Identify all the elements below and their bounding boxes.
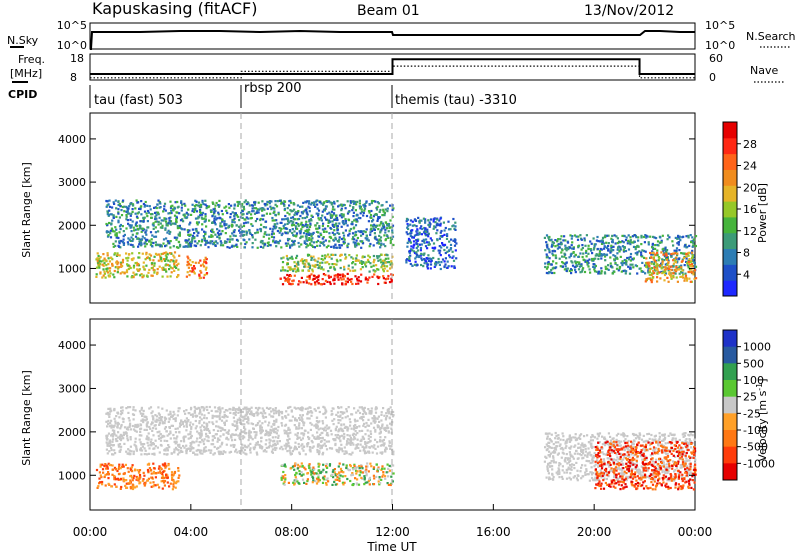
colorbar-swatch xyxy=(723,137,737,155)
colorbar-tick: -100 xyxy=(743,424,768,437)
colorbar-tick: -25 xyxy=(743,407,761,420)
nave-tick-bottom: 0 xyxy=(709,71,716,84)
colorbar-swatch xyxy=(723,363,737,381)
freq-tick-top: 18 xyxy=(70,52,84,65)
xtick-label: 20:00 xyxy=(577,525,612,539)
nsky-left-tick-bottom: 10^0 xyxy=(57,39,87,52)
colorbar-tick: 20 xyxy=(743,181,757,194)
colorbar-swatch xyxy=(723,122,737,139)
colorbar-swatch xyxy=(723,430,737,448)
power-scatter xyxy=(95,199,698,286)
nsky-right-tick-bottom: 10^0 xyxy=(705,39,735,52)
nsky-label: N.Sky xyxy=(7,34,39,47)
ytick-label: 4000 xyxy=(58,133,86,146)
xtick-label: 00:00 xyxy=(678,525,713,539)
colorbar-swatch xyxy=(723,330,737,348)
velocity-colorbar-label: Velocity [m s-1] xyxy=(755,378,770,461)
colorbar-tick: 25 xyxy=(743,391,757,404)
colorbar-tick: 16 xyxy=(743,203,757,216)
colorbar-tick: -1000 xyxy=(743,457,775,470)
colorbar-swatch xyxy=(723,346,737,364)
station-title: Kapuskasing (fitACF) xyxy=(92,0,257,18)
colorbar-swatch xyxy=(723,396,737,414)
freq-trace xyxy=(90,58,695,76)
beam-title: Beam 01 xyxy=(357,3,420,19)
velocity-panel: Slant Range [km] 1000 2000 3000 4000 00:00 0… xyxy=(20,318,775,554)
velocity-ylabel: Slant Range [km] xyxy=(20,370,33,466)
velocity-scatter xyxy=(95,405,697,491)
colorbar-tick: 8 xyxy=(743,247,750,260)
xtick-label: 12:00 xyxy=(375,525,410,539)
colorbar-tick: 100 xyxy=(743,374,764,387)
cpid-label: CPID xyxy=(8,88,37,101)
colorbar-tick: 12 xyxy=(743,225,757,238)
colorbar-swatch xyxy=(723,380,737,398)
power-panel: Slant Range [km] 1000 2000 3000 4000 4 8 12 16… xyxy=(20,112,769,304)
colorbar-tick: 4 xyxy=(743,268,750,281)
freq-label-line1: Freq. xyxy=(18,53,45,66)
power-ylabel: Slant Range [km] xyxy=(20,162,33,258)
xtick-label: 00:00 xyxy=(73,525,108,539)
nave-trace xyxy=(90,65,695,79)
nsky-panel: N.Sky 10^5 10^0 10^5 10^0 N.Search xyxy=(7,19,796,52)
colorbar-tick: 500 xyxy=(743,357,764,370)
cpid-segment-3: themis (tau) -3310 xyxy=(395,93,517,108)
velocity-colorbar: 1000 500 100 25 -25 -100 -500 -1000 xyxy=(722,329,775,481)
colorbar-tick: -500 xyxy=(743,441,768,454)
colorbar-swatch xyxy=(723,185,737,202)
xtick-label: 04:00 xyxy=(174,525,209,539)
ytick-label: 2000 xyxy=(58,426,86,439)
freq-label-line2: [MHz] xyxy=(10,67,42,80)
ytick-label: 3000 xyxy=(58,176,86,189)
power-colorbar: 4 8 12 16 20 24 28 xyxy=(722,121,757,297)
date-title: 13/Nov/2012 xyxy=(584,3,674,19)
colorbar-tick: 24 xyxy=(743,160,757,173)
cpid-panel: CPID tau (fast) 503 rbsp 200 themis (tau… xyxy=(8,81,517,108)
nave-label: Nave xyxy=(750,64,778,77)
xtick-label: 16:00 xyxy=(476,525,511,539)
colorbar-swatch xyxy=(723,232,737,250)
nsky-right-tick-top: 10^5 xyxy=(705,19,735,32)
freq-tick-bottom: 8 xyxy=(70,71,77,84)
xtick-label: 08:00 xyxy=(274,525,309,539)
colorbar-swatch xyxy=(723,248,737,265)
power-colorbar-label: Power [dB] xyxy=(756,183,769,243)
cpid-segment-2: rbsp 200 xyxy=(244,81,302,96)
cpid-segment-1: tau (fast) 503 xyxy=(94,93,183,108)
colorbar-swatch xyxy=(723,413,737,431)
nsky-left-tick-top: 10^5 xyxy=(57,19,87,32)
colorbar-swatch xyxy=(723,463,737,481)
nave-tick-top: 60 xyxy=(709,52,723,65)
colorbar-swatch xyxy=(723,201,737,218)
nsearch-label: N.Search xyxy=(746,30,796,43)
ytick-label: 1000 xyxy=(58,262,86,275)
ytick-label: 4000 xyxy=(58,339,86,352)
ytick-label: 3000 xyxy=(58,382,86,395)
colorbar-swatch xyxy=(723,153,737,170)
ytick-label: 1000 xyxy=(58,469,86,482)
colorbar-tick: 28 xyxy=(743,138,757,151)
colorbar-tick: 1000 xyxy=(743,341,771,354)
colorbar-swatch xyxy=(723,169,737,186)
freq-panel: Freq. [MHz] 18 8 60 0 Nave xyxy=(10,52,784,84)
colorbar-swatch xyxy=(723,264,737,281)
nsky-trace xyxy=(90,29,695,50)
colorbar-swatch xyxy=(723,446,737,464)
ytick-label: 2000 xyxy=(58,219,86,232)
velocity-xlabel: Time UT xyxy=(366,540,417,554)
colorbar-swatch xyxy=(723,280,737,297)
colorbar-swatch xyxy=(723,216,737,234)
